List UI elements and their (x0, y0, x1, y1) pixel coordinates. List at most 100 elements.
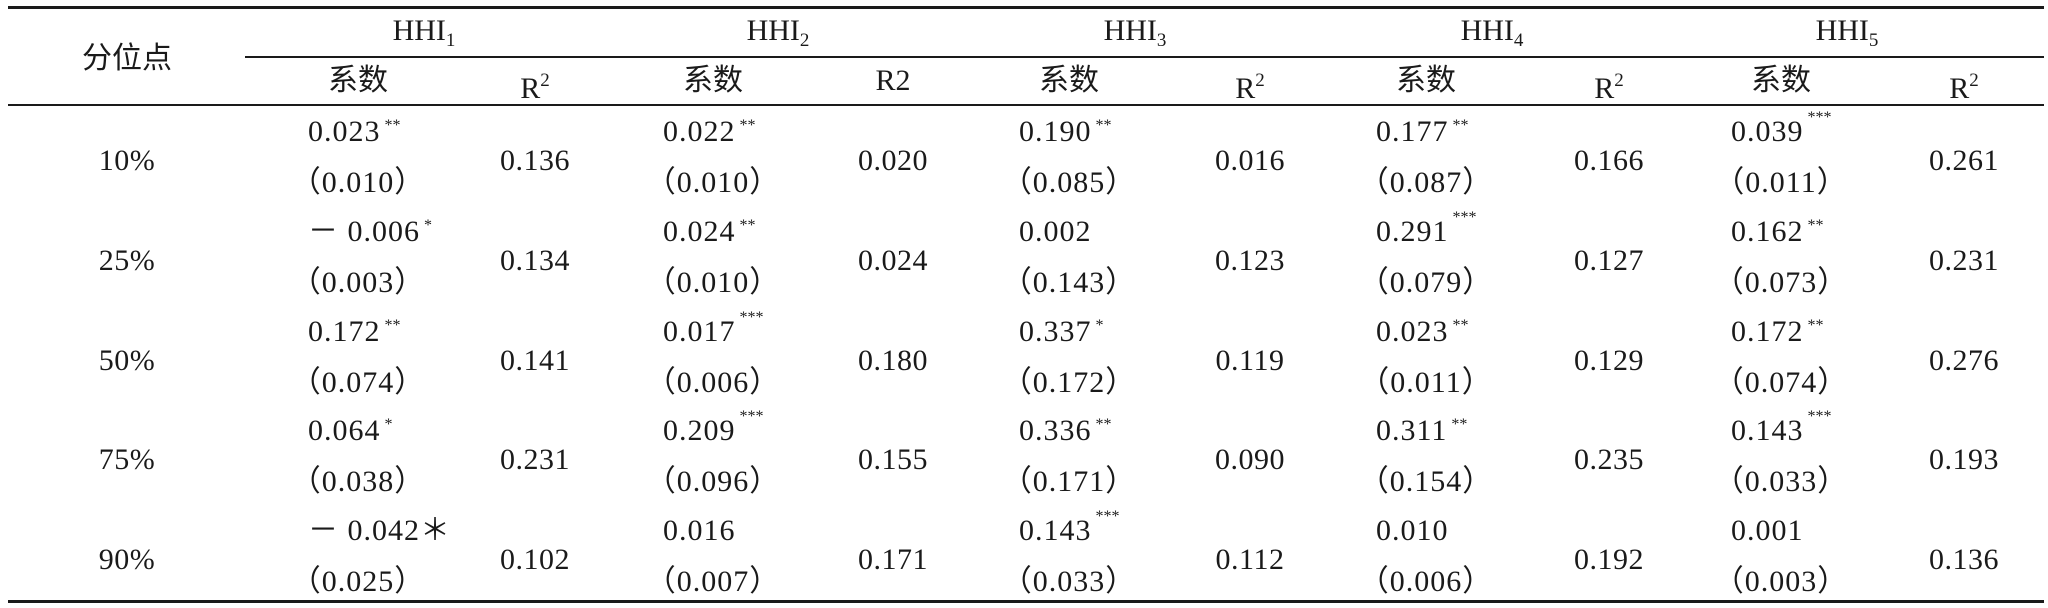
coefficient-value: 0.291 *** (1376, 209, 1477, 249)
coefficient-value: － 0.006 * (308, 215, 432, 249)
coefficient-number: 0.022 (663, 115, 736, 148)
significance-stars: ** (384, 317, 401, 334)
r2-value: 0.016 (1215, 144, 1285, 177)
coefficient-value: 0.177 ** (1376, 115, 1469, 149)
coefficient-value: 0.143 *** (1019, 508, 1120, 548)
r2-header-label: R2 (875, 64, 911, 97)
r2-header-superscript: 2 (1969, 70, 1979, 91)
coefficient-value: 0.162 ** (1731, 215, 1824, 249)
standard-error: （0.006） (1358, 565, 1494, 598)
standard-error: （0.154） (1358, 465, 1494, 498)
coefficient-value: 0.336 ** (1019, 414, 1112, 448)
standard-error: （0.010） (290, 166, 426, 199)
significance-stars: *** (1807, 408, 1832, 425)
significance-stars: *** (739, 309, 764, 326)
quantile-label: 75% (98, 443, 156, 476)
r2-value: 0.102 (500, 543, 570, 576)
r2-value: 0.171 (858, 543, 928, 576)
coef-header: 系数 (328, 64, 388, 97)
quantile-label: 50% (98, 344, 156, 377)
standard-error: （0.007） (645, 565, 781, 598)
header-rule (8, 104, 2044, 106)
coefficient-number: － 0.006 (308, 215, 420, 248)
group-rule (245, 56, 2044, 58)
standard-error: （0.033） (1001, 565, 1137, 598)
coefficient-value: 0.172 ** (308, 315, 401, 349)
coefficient-number: 0.024 (663, 215, 736, 248)
r2-value: 0.020 (858, 144, 928, 177)
coefficient-value: 0.016 (663, 514, 736, 548)
standard-error: （0.087） (1358, 166, 1494, 199)
r2-value: 0.166 (1574, 144, 1644, 177)
coefficient-value: 0.023 ** (308, 115, 401, 149)
r2-value: 0.235 (1574, 443, 1644, 476)
significance-stars: *** (1452, 209, 1477, 226)
significance-stars: * (1095, 317, 1104, 334)
coefficient-value: 0.209 *** (663, 408, 764, 448)
standard-error: （0.010） (645, 266, 781, 299)
r2-header: R2 (520, 64, 550, 106)
coefficient-number: 0.064 (308, 414, 381, 447)
coefficient-value: 0.039 *** (1731, 109, 1832, 149)
r2-value: 0.276 (1929, 344, 1999, 377)
group-header-label: HHI (1103, 14, 1157, 47)
group-header-label: HHI (1815, 14, 1869, 47)
significance-stars: ** (1807, 317, 1824, 334)
r2-value: 0.231 (1929, 244, 1999, 277)
r2-header-label: R (1594, 72, 1615, 105)
coefficient-value: 0.190 ** (1019, 115, 1112, 149)
standard-error: （0.073） (1713, 266, 1849, 299)
significance-stars: ** (1095, 117, 1112, 134)
group-header-subscript: 2 (799, 30, 810, 51)
r2-value: 0.129 (1574, 344, 1644, 377)
quantile-label: 10% (98, 144, 156, 177)
r2-value: 0.155 (858, 443, 928, 476)
r2-value: 0.119 (1215, 344, 1285, 377)
coefficient-value: 0.337 * (1019, 315, 1104, 349)
coefficient-number: 0.177 (1376, 115, 1449, 148)
coefficient-value: 0.017 *** (663, 309, 764, 349)
quantile-header: 分位点 (82, 42, 172, 75)
coefficient-number: 0.337 (1019, 315, 1092, 348)
coefficient-number: 0.002 (1019, 215, 1092, 248)
coefficient-number: － 0.042＊ (308, 514, 451, 547)
coefficient-number: 0.039 (1731, 115, 1804, 148)
standard-error: （0.025） (290, 565, 426, 598)
significance-stars: ** (384, 117, 401, 134)
standard-error: （0.011） (1359, 366, 1493, 399)
significance-stars: *** (1095, 508, 1120, 525)
coefficient-value: 0.022 ** (663, 115, 756, 149)
significance-stars: ** (1452, 317, 1469, 334)
coef-header: 系数 (1751, 64, 1811, 97)
group-header-label: HHI (1460, 14, 1514, 47)
r2-header: R2 (1949, 64, 1979, 106)
r2-header-superscript: 2 (540, 70, 550, 91)
significance-stars: * (424, 217, 432, 234)
standard-error: （0.171） (1001, 465, 1137, 498)
significance-stars: ** (1451, 416, 1468, 433)
standard-error: （0.003） (1713, 565, 1849, 598)
r2-value: 0.192 (1574, 543, 1644, 576)
group-header-hhi1: HHI1 (393, 14, 456, 58)
significance-stars: ** (1452, 117, 1469, 134)
significance-stars: *** (1807, 109, 1832, 126)
significance-stars: ** (1095, 416, 1112, 433)
r2-value: 0.193 (1929, 443, 1999, 476)
coefficient-number: 0.017 (663, 315, 736, 348)
group-header-subscript: 3 (1156, 30, 1167, 51)
coefficient-number: 0.172 (1731, 315, 1804, 348)
coefficient-value: － 0.042＊ (308, 514, 451, 548)
standard-error: （0.096） (645, 465, 781, 498)
coefficient-number: 0.172 (308, 315, 381, 348)
coefficient-number: 0.311 (1376, 414, 1448, 447)
group-header-label: HHI (746, 14, 800, 47)
quantile-label: 25% (98, 244, 156, 277)
top-rule (8, 6, 2044, 9)
significance-stars: ** (739, 117, 756, 134)
coefficient-number: 0.010 (1376, 514, 1449, 547)
coefficient-value: 0.023 ** (1376, 315, 1469, 349)
r2-header-superscript: 2 (1255, 70, 1265, 91)
r2-header: R2 (1235, 64, 1265, 106)
r2-value: 0.024 (858, 244, 928, 277)
r2-header-label: R (520, 72, 541, 105)
